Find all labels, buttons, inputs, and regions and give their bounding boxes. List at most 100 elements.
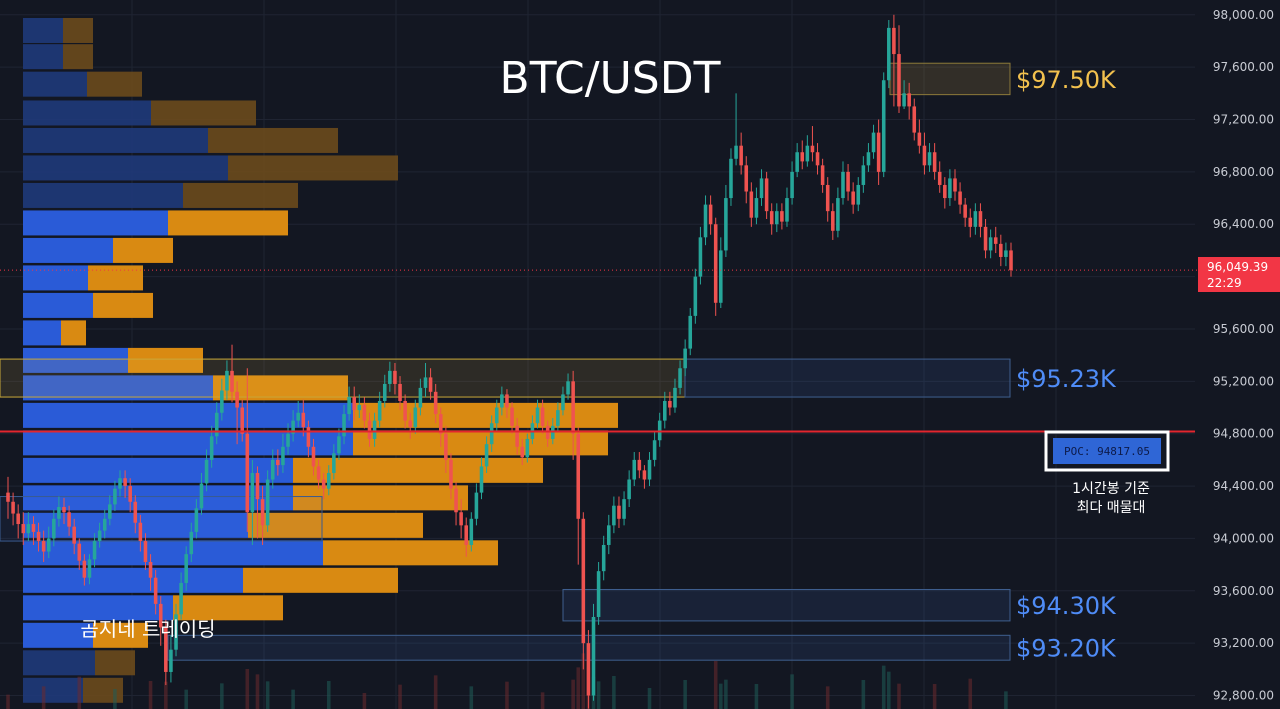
profile-sell-bar: [151, 100, 256, 126]
candle-body: [418, 387, 423, 408]
candle-body: [892, 27, 896, 55]
volume-profile: [23, 17, 618, 703]
candle-body: [647, 459, 652, 480]
poc-box: POC: 94817.05: [1044, 430, 1170, 472]
profile-buy-bar: [23, 44, 63, 70]
candle-body: [907, 93, 911, 107]
candle-body: [92, 541, 97, 560]
volume-bar: [724, 679, 728, 709]
candle-body: [652, 440, 657, 460]
candle-body: [927, 152, 932, 166]
y-tick-label: 95,200.00: [1213, 374, 1274, 388]
candle-body: [724, 198, 728, 251]
value-area-zone: [0, 358, 686, 398]
candle-body: [627, 479, 631, 500]
candle-body: [474, 492, 479, 519]
poc-caption-line-1: 1시간봉 기준: [1072, 481, 1150, 497]
candle-body: [408, 420, 413, 428]
candle-body: [291, 420, 295, 434]
candle-body: [118, 478, 122, 489]
candle-body: [744, 165, 749, 192]
volume-bar: [469, 686, 474, 709]
profile-buy-bar: [23, 292, 93, 318]
volume-bar: [245, 669, 250, 709]
volume-bar: [41, 686, 46, 709]
candle-body: [464, 525, 469, 545]
candle-body: [795, 152, 799, 172]
candle-body: [108, 504, 112, 519]
volume-bar: [719, 683, 723, 709]
candle-body: [561, 394, 565, 411]
candle-body: [199, 483, 204, 509]
candle-body: [937, 171, 942, 185]
candle-body: [87, 559, 92, 578]
candle-body: [102, 518, 107, 531]
volume-bars: [6, 653, 1008, 709]
volume-bar: [6, 694, 10, 709]
volume-bar: [505, 681, 509, 709]
candle-body: [606, 525, 611, 545]
poc-label: POC: 94817.05: [1064, 445, 1150, 458]
profile-buy-bar: [23, 375, 213, 401]
candle-body: [189, 531, 194, 555]
volume-bar: [581, 653, 586, 709]
candle-body: [67, 512, 71, 527]
candle-body: [566, 381, 570, 395]
candle-body: [97, 530, 102, 542]
candle-body: [46, 538, 51, 552]
candle-body: [21, 524, 26, 534]
candle-body: [62, 507, 66, 513]
candle-body: [576, 433, 581, 519]
candle-body: [326, 472, 331, 489]
candle-body: [281, 446, 285, 466]
profile-sell-bar: [88, 265, 143, 291]
candle-body: [393, 370, 397, 384]
candle-body: [775, 211, 779, 225]
candle-body: [591, 616, 596, 696]
candle-body: [983, 226, 988, 251]
candle-body: [999, 243, 1003, 257]
candle-body: [866, 152, 871, 166]
reference-lines: [0, 269, 1198, 433]
volume-bar: [932, 684, 937, 709]
profile-buy-bar: [23, 155, 228, 181]
profile-sell-bar: [173, 595, 283, 621]
volume-bar: [164, 681, 168, 709]
candle-body: [494, 407, 499, 424]
candle-body: [657, 420, 662, 441]
candle-body: [571, 381, 575, 434]
candle-body: [138, 522, 143, 542]
profile-buy-bar: [23, 567, 243, 593]
candle-body: [382, 383, 387, 401]
profile-buy-bar: [23, 595, 173, 621]
candle-body: [851, 191, 855, 205]
candle-body: [270, 459, 275, 480]
candle-body: [357, 404, 362, 411]
y-tick-label: 96,800.00: [1213, 165, 1274, 179]
candle-body: [250, 472, 255, 513]
candle-body: [158, 603, 163, 628]
candle-body: [973, 211, 978, 227]
current-price-label: 96,049.39: [1207, 260, 1268, 274]
candle-body: [469, 518, 474, 545]
candle-body: [311, 446, 316, 467]
profile-sell-bar: [323, 540, 498, 566]
candle-body: [169, 649, 173, 672]
profile-sell-bar: [353, 402, 618, 428]
candle-body: [16, 513, 20, 525]
candle-body: [454, 488, 458, 513]
candle-body: [352, 397, 356, 411]
candle-body: [413, 407, 418, 428]
candle-body: [82, 560, 87, 578]
watermark-text: 곰지네 트레이딩: [80, 617, 215, 641]
candle-body: [255, 472, 260, 500]
candle-body: [459, 512, 463, 526]
candle-body: [245, 433, 250, 513]
candle-body: [586, 643, 591, 696]
profile-buy-bar: [23, 677, 83, 703]
candle-body: [820, 165, 825, 185]
candle-body: [179, 582, 183, 615]
candle-body: [663, 400, 667, 421]
